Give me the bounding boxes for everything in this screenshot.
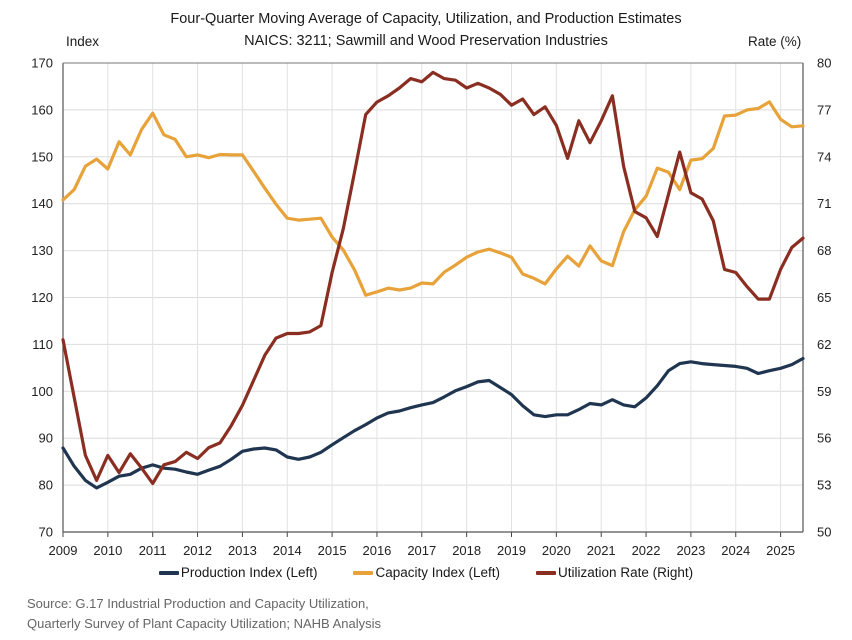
y-right-tick-label: 74 [817, 149, 831, 164]
capacity-index-line [61, 100, 805, 297]
x-tick-label: 2013 [228, 543, 257, 558]
left-axis-title: Index [66, 34, 100, 49]
x-tick-label: 2017 [407, 543, 436, 558]
axes [62, 62, 804, 537]
tick-labels: 70 50 80 53 90 56 100 59 110 62 120 65 130 68 140 71 150… [31, 56, 831, 559]
y-left-tick-label: 150 [31, 149, 53, 164]
x-tick-label: 2020 [542, 543, 571, 558]
y-right-tick-label: 62 [817, 337, 831, 352]
y-left-tick-label: 130 [31, 243, 53, 258]
x-tick-label: 2021 [587, 543, 616, 558]
legend-label-capacity: Capacity Index (Left) [375, 565, 501, 580]
x-tick-label: 2016 [362, 543, 391, 558]
x-tick-label: 2022 [632, 543, 661, 558]
x-tick-label: 2024 [721, 543, 750, 558]
y-right-tick-label: 53 [817, 478, 831, 493]
x-tick-label: 2011 [139, 543, 167, 558]
y-left-tick-label: 120 [31, 290, 53, 305]
legend-label-utilization: Utilization Rate (Right) [558, 565, 694, 580]
legend-item-utilization: Utilization Rate (Right) [536, 565, 693, 580]
x-tick-label: 2009 [49, 543, 78, 558]
x-tick-label: 2019 [497, 543, 526, 558]
production-index-line [61, 356, 805, 490]
y-left-tick-label: 110 [32, 337, 53, 352]
y-left-tick-label: 170 [31, 56, 53, 71]
line-chart: 70 50 80 53 90 56 100 59 110 62 120 65 130 68 140 71 150… [31, 56, 831, 559]
y-left-tick-label: 70 [39, 525, 53, 540]
y-right-tick-label: 68 [817, 243, 831, 258]
legend-swatch-utilization [536, 570, 557, 575]
y-left-tick-label: 100 [31, 384, 53, 399]
legend-swatch-capacity [353, 570, 374, 575]
chart-title: Four-Quarter Moving Average of Capacity,… [170, 11, 682, 27]
x-tick-label: 2018 [452, 543, 481, 558]
y-right-tick-label: 71 [817, 196, 831, 211]
source-note-line1: Source: G.17 Industrial Production and C… [27, 596, 369, 611]
y-left-tick-label: 80 [39, 478, 53, 493]
legend-swatch-production [158, 570, 179, 575]
y-right-tick-label: 59 [817, 384, 831, 399]
legend: Production Index (Left) Capacity Index (… [0, 565, 852, 580]
y-right-tick-label: 50 [817, 525, 831, 540]
legend-item-capacity: Capacity Index (Left) [353, 565, 500, 580]
right-axis-title: Rate (%) [748, 34, 802, 49]
utilization-rate-line [61, 70, 805, 486]
y-left-tick-label: 90 [39, 431, 53, 446]
y-right-tick-label: 65 [817, 290, 831, 305]
x-tick-label: 2025 [766, 543, 795, 558]
x-tick-label: 2010 [93, 543, 122, 558]
y-right-tick-label: 56 [817, 431, 831, 446]
x-tick-label: 2015 [318, 543, 347, 558]
x-tick-label: 2012 [183, 543, 212, 558]
legend-item-production: Production Index (Left) [158, 565, 318, 580]
x-tick-label: 2023 [676, 543, 705, 558]
y-left-tick-label: 140 [31, 196, 53, 211]
y-right-tick-label: 77 [817, 102, 831, 117]
series-lines [61, 70, 805, 490]
chart-subtitle: NAICS: 3211; Sawmill and Wood Preservati… [244, 33, 608, 49]
legend-label-production: Production Index (Left) [180, 565, 318, 580]
y-right-tick-label: 80 [817, 56, 831, 71]
source-note-line2: Quarterly Survey of Plant Capacity Utili… [27, 616, 382, 631]
x-tick-label: 2014 [273, 543, 302, 558]
y-left-tick-label: 160 [31, 102, 53, 117]
